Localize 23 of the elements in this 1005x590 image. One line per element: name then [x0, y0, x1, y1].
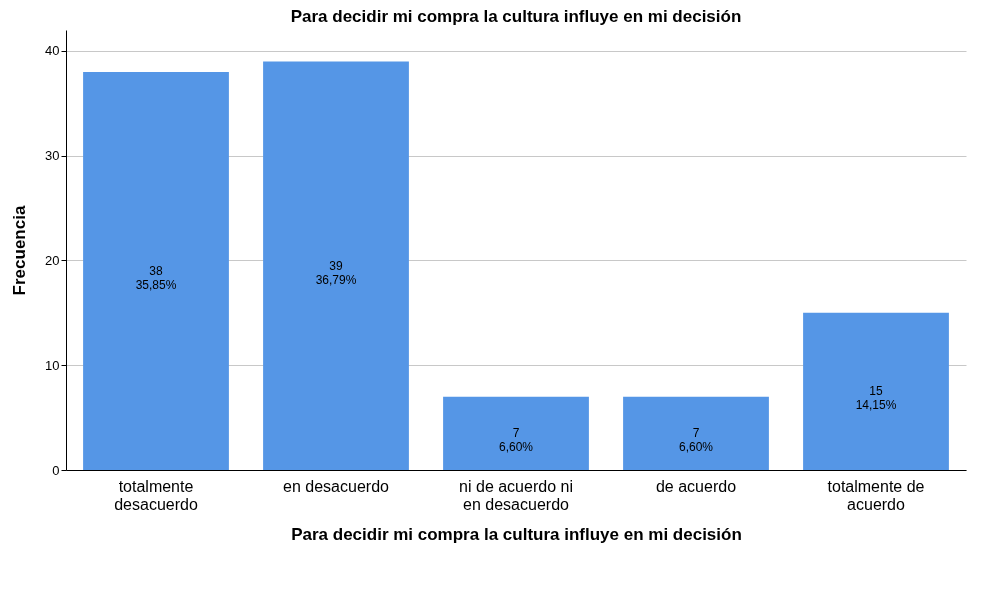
y-tick-label: 40	[45, 43, 60, 59]
data-label: 15 14,15%	[855, 384, 897, 413]
chart-title: Para decidir mi compra la cultura influye en mi decisión	[290, 7, 742, 26]
bar	[623, 396, 769, 470]
data-label: 7 6,60%	[498, 426, 534, 455]
x-tick-label: ni de acuerdo ni en desacuerdo	[459, 477, 573, 513]
x-tick-label: totalmente desacuerdo	[114, 477, 198, 513]
y-tick-label: 20	[45, 252, 60, 268]
bar	[803, 312, 949, 470]
data-label: 7 6,60%	[678, 426, 714, 455]
x-tick-label: en desacuerdo	[283, 477, 390, 495]
data-label: 38 35,85%	[135, 263, 177, 292]
y-tick-label: 10	[45, 357, 60, 373]
x-axis-title: Para decidir mi compra la cultura influye en mi decisión	[291, 524, 742, 544]
data-label: 39 36,79%	[315, 258, 357, 287]
bar	[263, 61, 409, 470]
y-tick-label: 0	[52, 462, 60, 478]
y-axis-title: Frecuencia	[10, 205, 30, 296]
x-tick-label: totalmente de acuerdo	[827, 477, 925, 513]
bar	[443, 396, 589, 470]
x-tick-label: de acuerdo	[655, 477, 737, 495]
bar	[83, 71, 229, 470]
y-tick-label: 30	[45, 148, 60, 164]
